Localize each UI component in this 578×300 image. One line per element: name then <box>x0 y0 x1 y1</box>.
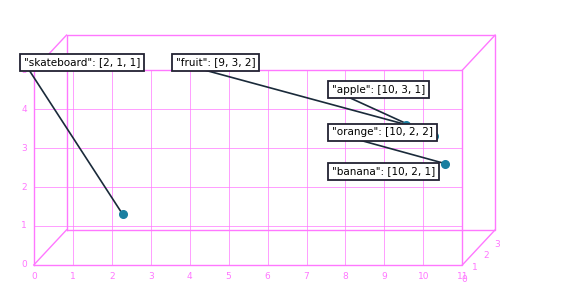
Text: 0: 0 <box>31 272 36 281</box>
Text: 2: 2 <box>21 182 27 191</box>
Text: 0: 0 <box>461 275 467 284</box>
Text: 5: 5 <box>21 66 27 75</box>
Text: 5: 5 <box>226 272 231 281</box>
Text: 2: 2 <box>109 272 114 281</box>
Text: 4: 4 <box>21 105 27 114</box>
Text: 11: 11 <box>457 272 468 281</box>
Text: 3: 3 <box>494 240 500 249</box>
Text: "orange": [10, 2, 2]: "orange": [10, 2, 2] <box>332 128 433 137</box>
Text: 1: 1 <box>70 272 76 281</box>
Text: 7: 7 <box>303 272 309 281</box>
Text: "apple": [10, 3, 1]: "apple": [10, 3, 1] <box>332 85 425 94</box>
Text: 3: 3 <box>148 272 154 281</box>
Text: 6: 6 <box>265 272 271 281</box>
Text: "banana": [10, 2, 1]: "banana": [10, 2, 1] <box>332 167 435 176</box>
Text: 1: 1 <box>21 221 27 230</box>
Text: 10: 10 <box>418 272 429 281</box>
Text: 0: 0 <box>21 260 27 269</box>
Text: 9: 9 <box>381 272 387 281</box>
Text: 3: 3 <box>21 144 27 153</box>
Text: 4: 4 <box>187 272 192 281</box>
Text: 1: 1 <box>472 263 478 272</box>
Text: 8: 8 <box>343 272 349 281</box>
Text: 2: 2 <box>483 251 489 260</box>
Text: "skateboard": [2, 1, 1]: "skateboard": [2, 1, 1] <box>24 57 140 67</box>
Text: "fruit": [9, 3, 2]: "fruit": [9, 3, 2] <box>176 57 255 67</box>
